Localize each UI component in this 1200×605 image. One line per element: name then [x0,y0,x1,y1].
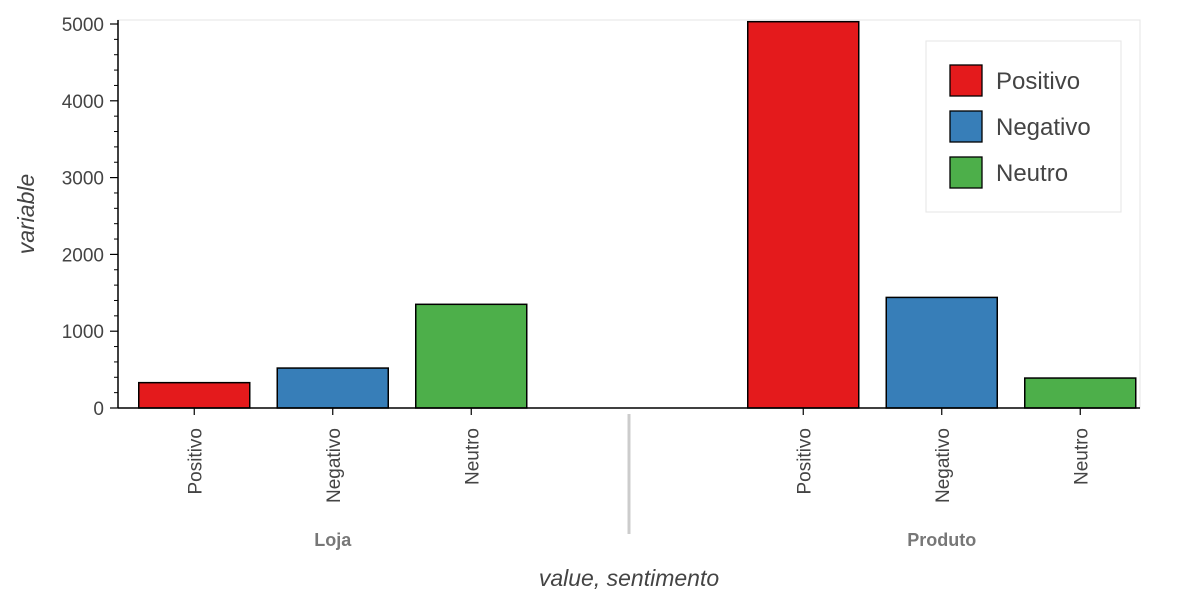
legend-label: Neutro [996,160,1068,187]
y-tick-label: 2000 [62,245,104,266]
x-axis-label: value, sentimento [539,565,719,591]
y-tick-label: 3000 [62,169,104,190]
x-tick-label: Positivo [794,428,815,495]
legend-swatch [949,64,983,97]
bar-produto-negativo [885,296,998,409]
legend-swatch [949,110,983,143]
x-tick-label: Negativo [324,428,345,503]
legend: Positivo Negativo Neutro [925,40,1122,213]
x-tick-label: Negativo [933,428,954,503]
legend-label: Negativo [996,114,1091,141]
y-axis-label: variable [13,174,39,255]
bar-loja-neutro [415,303,528,409]
y-tick-label: 4000 [62,92,104,113]
bar-produto-positivo [747,20,860,409]
x-axis: Positivo Negativo Neutro Loja Positivo Negati… [118,407,1140,550]
y-tick-label: 0 [93,399,104,420]
x-tick-label: Positivo [185,428,206,495]
group-label: Produto [907,530,976,550]
y-tick-label: 5000 [62,15,104,36]
bar-produto-neutro [1024,377,1137,409]
y-axis: 0 1000 2000 3000 4000 5000 [62,15,119,420]
bar-loja-positivo [138,381,251,409]
legend-label: Positivo [996,68,1080,95]
group-label: Loja [314,530,352,550]
y-tick-label: 1000 [62,322,104,343]
bar-loja-negativo [276,367,389,409]
x-tick-label: Neutro [1071,428,1092,485]
x-tick-label: Neutro [462,428,483,485]
legend-swatch [949,156,983,189]
